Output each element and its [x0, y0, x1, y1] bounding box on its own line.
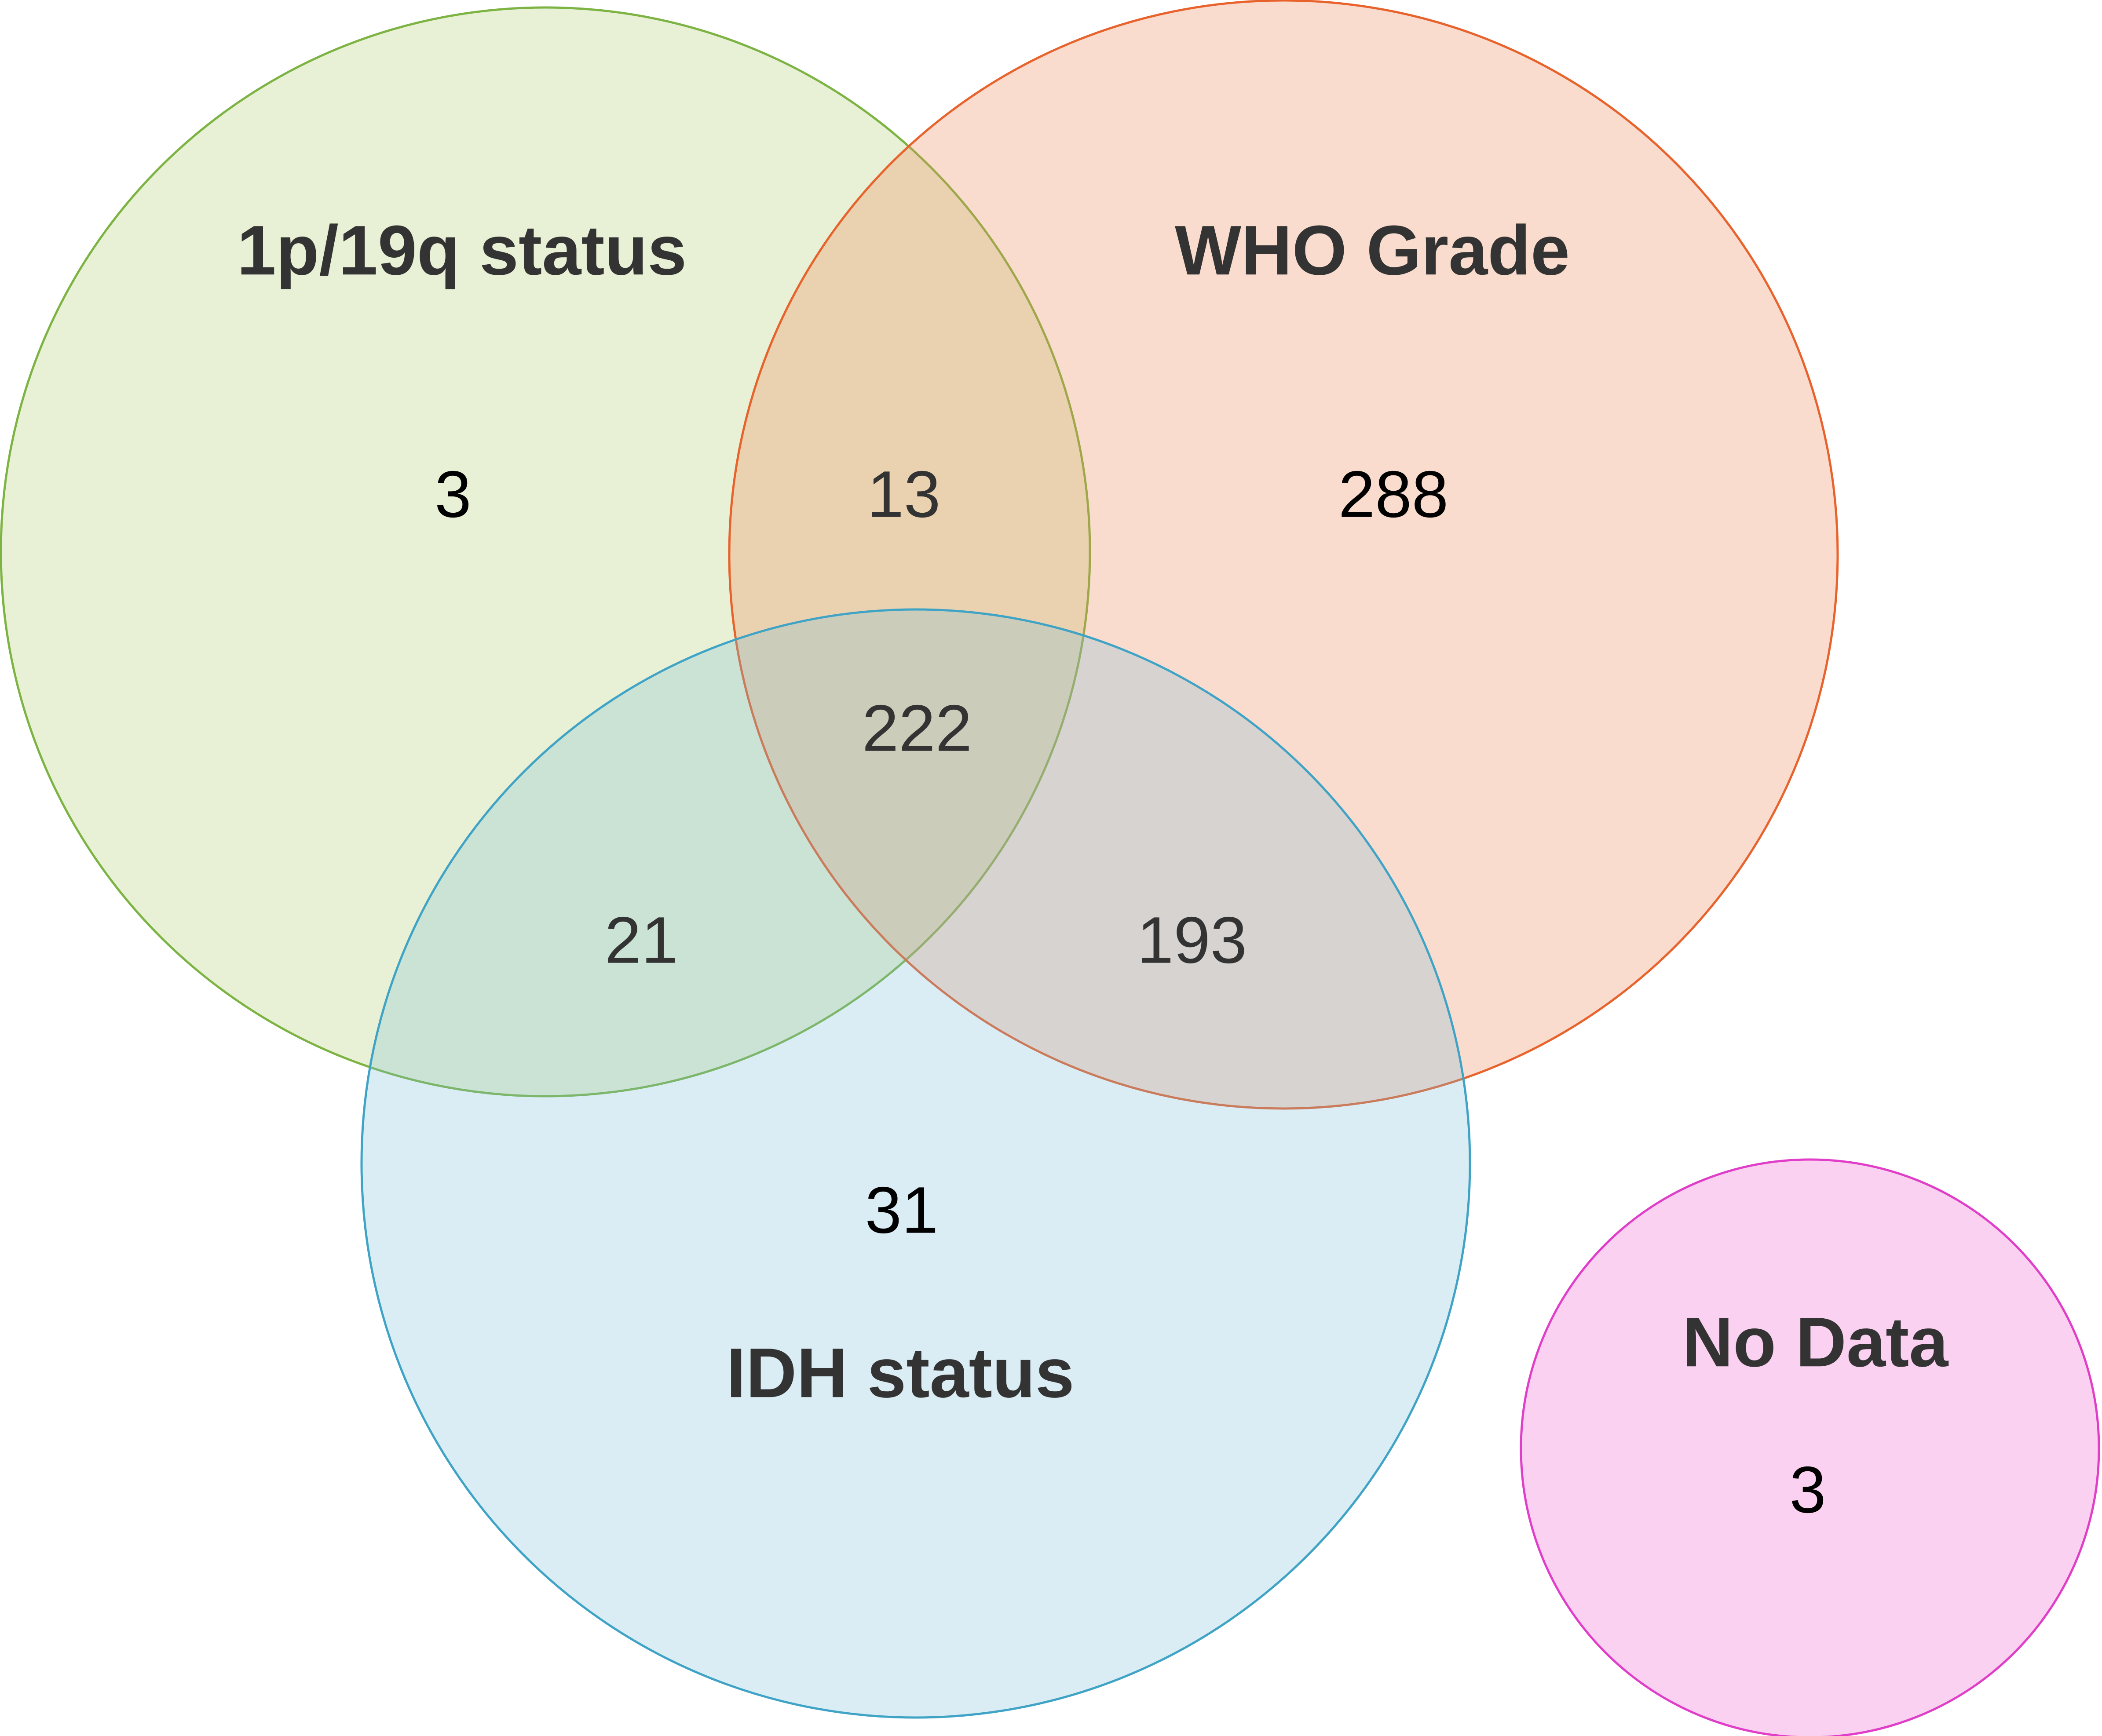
set-circle-idh-status: [360, 608, 1471, 1719]
count-no-data: 3: [1789, 1453, 1826, 1527]
set-label-who-grade: WHO Grade: [1175, 211, 1570, 289]
count-1p19q-who: 13: [867, 457, 941, 531]
set-circle-no-data: [1520, 1158, 2100, 1736]
set-circle-1p19q: [0, 6, 1091, 1098]
count-only-who: 288: [1338, 457, 1448, 531]
set-label-idh-status: IDH status: [726, 1333, 1074, 1412]
count-1p19q-idh: 21: [605, 903, 678, 977]
count-only-idh: 31: [865, 1173, 939, 1247]
set-label-no-data: No Data: [1682, 1302, 1949, 1381]
set-label-1p19q: 1p/19q status: [237, 211, 687, 289]
count-who-idh: 193: [1137, 903, 1247, 977]
count-only-1p19q: 3: [435, 457, 471, 531]
count-all-three: 222: [862, 691, 972, 765]
set-circle-who-grade: [728, 0, 1839, 1110]
